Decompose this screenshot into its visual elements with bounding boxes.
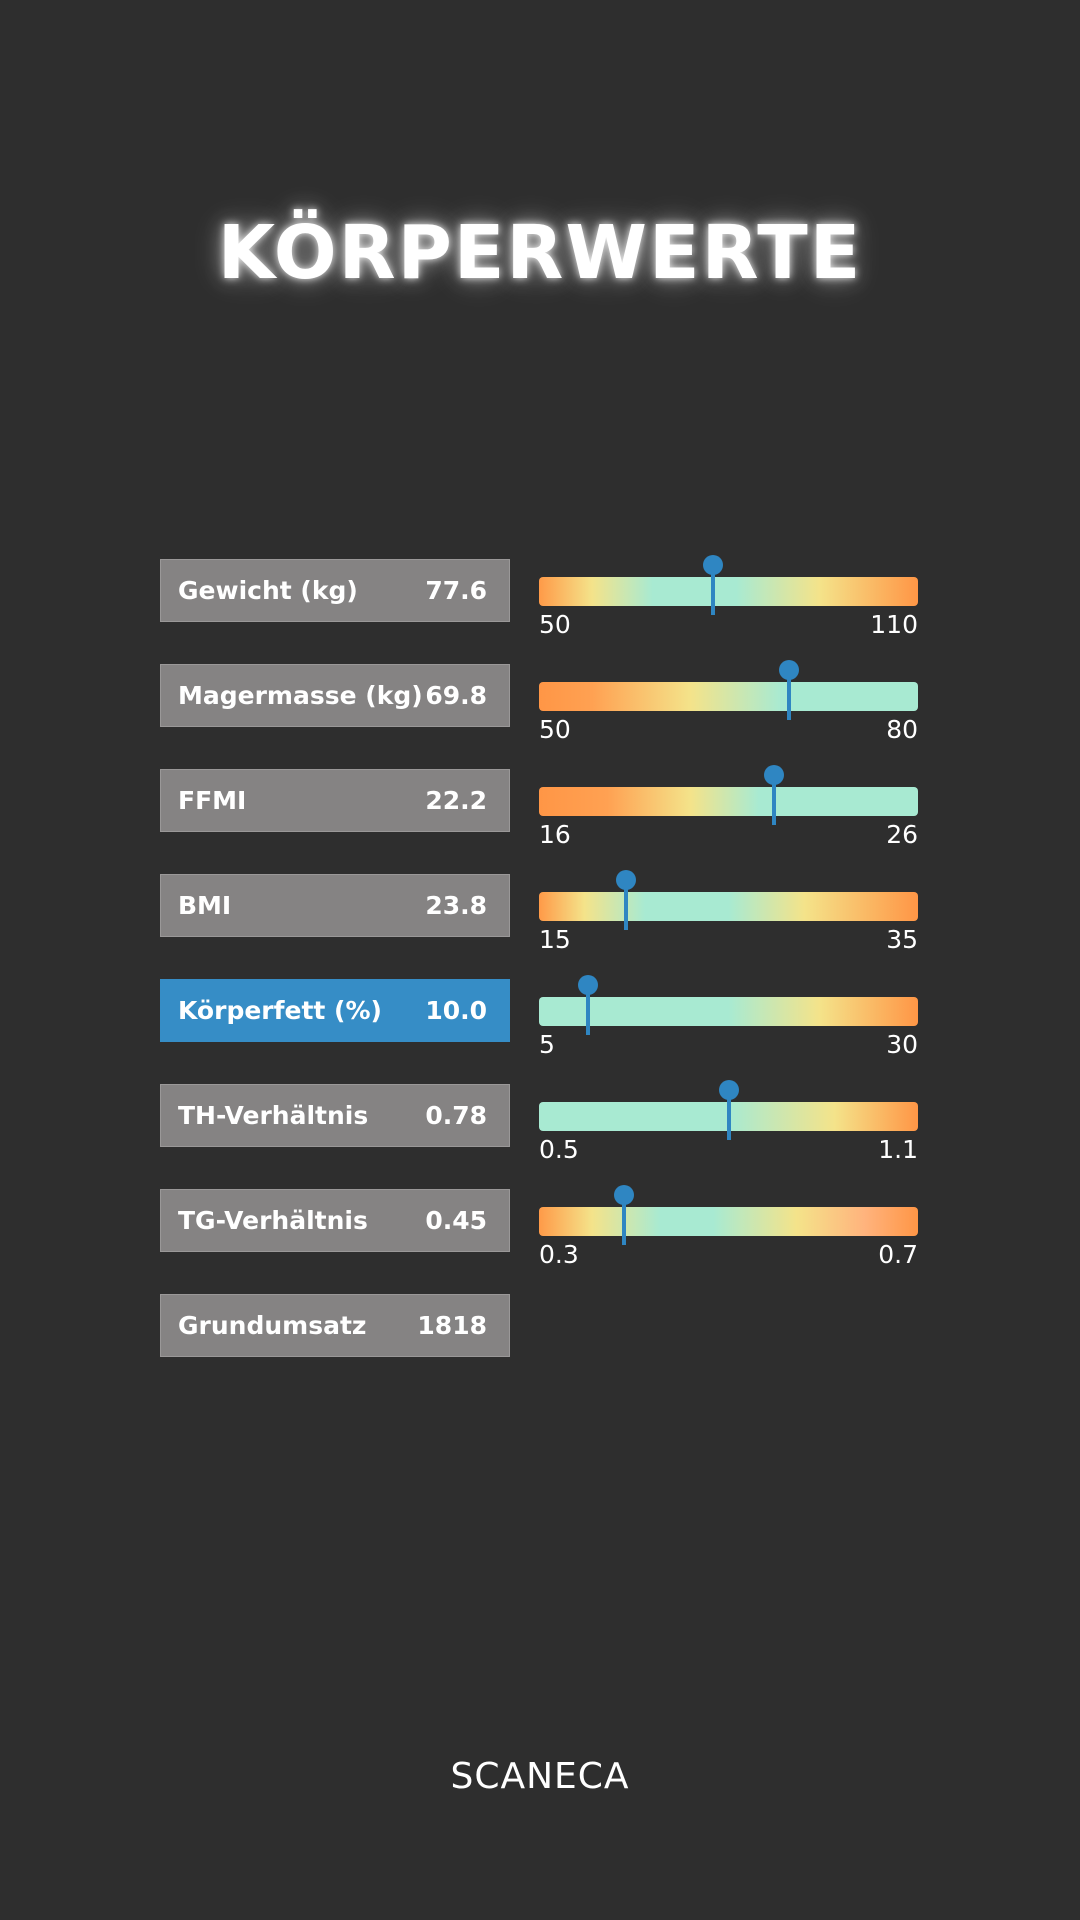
metric-value: 10.0 xyxy=(425,996,487,1025)
range-min-label: 16 xyxy=(539,820,571,849)
range-min-label: 15 xyxy=(539,925,571,954)
range-max-label: 80 xyxy=(886,715,918,744)
range-scale-tg-verhaeltnis: 0.3 0.7 xyxy=(539,1185,918,1269)
range-marker-pin xyxy=(703,555,724,615)
range-marker-pin xyxy=(577,975,598,1035)
range-marker-pin xyxy=(616,870,637,930)
metric-box-gewicht[interactable]: Gewicht (kg) 77.6 xyxy=(160,559,510,622)
range-marker-pin xyxy=(763,765,784,825)
metric-label: Gewicht (kg) xyxy=(178,576,358,605)
metric-row-grundumsatz: Grundumsatz 1818 xyxy=(160,1294,920,1357)
range-scale-bmi: 15 35 xyxy=(539,870,918,954)
range-min-label: 50 xyxy=(539,715,571,744)
scaneca-logo: SCANECA xyxy=(450,1756,630,1797)
metrics-list: Gewicht (kg) 77.6 50 110 Magermasse (kg)… xyxy=(160,555,920,1399)
range-bar xyxy=(539,1207,918,1236)
metric-row-magermasse: Magermasse (kg) 69.8 50 80 xyxy=(160,660,920,744)
metric-row-ffmi: FFMI 22.2 16 26 xyxy=(160,765,920,849)
metric-value: 22.2 xyxy=(425,786,487,815)
range-bar xyxy=(539,682,918,711)
range-bar xyxy=(539,892,918,921)
range-min-label: 0.5 xyxy=(539,1135,579,1164)
metric-label: TH-Verhältnis xyxy=(178,1101,369,1130)
metric-value: 0.45 xyxy=(425,1206,487,1235)
range-marker-pin xyxy=(614,1185,635,1245)
metric-label: FFMI xyxy=(178,786,247,815)
metric-row-bmi: BMI 23.8 15 35 xyxy=(160,870,920,954)
metric-label: Grundumsatz xyxy=(178,1311,367,1340)
range-marker-pin xyxy=(779,660,800,720)
metric-label: Körperfett (%) xyxy=(178,996,382,1025)
metric-box-koerperfett[interactable]: Körperfett (%) 10.0 xyxy=(160,979,510,1042)
range-min-label: 0.3 xyxy=(539,1240,579,1269)
range-bar xyxy=(539,997,918,1026)
range-max-label: 35 xyxy=(886,925,918,954)
page-title: KÖRPERWERTE xyxy=(217,210,863,296)
metric-box-tg-verhaeltnis[interactable]: TG-Verhältnis 0.45 xyxy=(160,1189,510,1252)
metric-row-koerperfett: Körperfett (%) 10.0 5 30 xyxy=(160,975,920,1059)
range-scale-ffmi: 16 26 xyxy=(539,765,918,849)
range-bar xyxy=(539,577,918,606)
range-scale-th-verhaeltnis: 0.5 1.1 xyxy=(539,1080,918,1164)
range-scale-gewicht: 50 110 xyxy=(539,555,918,639)
metric-value: 77.6 xyxy=(425,576,487,605)
metric-box-bmi[interactable]: BMI 23.8 xyxy=(160,874,510,937)
metric-row-th-verhaeltnis: TH-Verhältnis 0.78 0.5 1.1 xyxy=(160,1080,920,1164)
range-min-label: 5 xyxy=(539,1030,555,1059)
range-scale-magermasse: 50 80 xyxy=(539,660,918,744)
metric-value: 23.8 xyxy=(425,891,487,920)
range-max-label: 110 xyxy=(870,610,918,639)
metric-row-gewicht: Gewicht (kg) 77.6 50 110 xyxy=(160,555,920,639)
metric-box-grundumsatz[interactable]: Grundumsatz 1818 xyxy=(160,1294,510,1357)
metric-label: TG-Verhältnis xyxy=(178,1206,368,1235)
metric-value: 69.8 xyxy=(425,681,487,710)
metric-value: 0.78 xyxy=(425,1101,487,1130)
range-bar xyxy=(539,787,918,816)
metric-value: 1818 xyxy=(417,1311,487,1340)
range-max-label: 30 xyxy=(886,1030,918,1059)
metric-label: BMI xyxy=(178,891,232,920)
range-max-label: 26 xyxy=(886,820,918,849)
metric-row-tg-verhaeltnis: TG-Verhältnis 0.45 0.3 0.7 xyxy=(160,1185,920,1269)
metric-label: Magermasse (kg) xyxy=(178,681,423,710)
range-max-label: 1.1 xyxy=(878,1135,918,1164)
range-max-label: 0.7 xyxy=(878,1240,918,1269)
metric-box-magermasse[interactable]: Magermasse (kg) 69.8 xyxy=(160,664,510,727)
metric-box-ffmi[interactable]: FFMI 22.2 xyxy=(160,769,510,832)
metric-box-th-verhaeltnis[interactable]: TH-Verhältnis 0.78 xyxy=(160,1084,510,1147)
range-marker-pin xyxy=(718,1080,739,1140)
range-min-label: 50 xyxy=(539,610,571,639)
range-scale-koerperfett: 5 30 xyxy=(539,975,918,1059)
